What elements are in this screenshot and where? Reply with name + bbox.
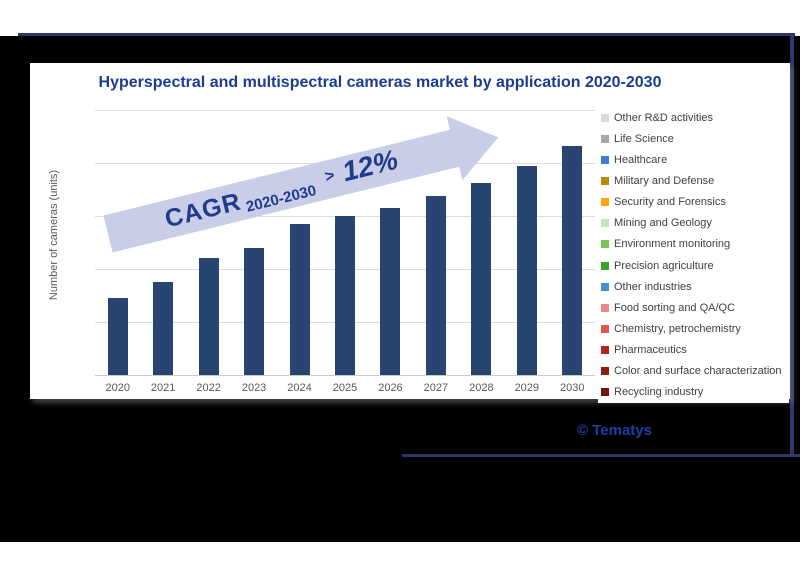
legend-item: Recycling industry — [598, 386, 789, 398]
frame-line-top — [18, 33, 795, 36]
gridline — [95, 110, 595, 111]
bar-2023 — [244, 247, 265, 375]
bar-2024 — [289, 223, 310, 375]
bar-2025 — [335, 216, 355, 375]
legend-item: Other industries — [598, 281, 789, 293]
bar-2020 — [107, 298, 128, 375]
legend-swatch — [601, 113, 609, 122]
legend-label: Healthcare — [614, 153, 668, 166]
legend-item: Other R&D activities — [598, 112, 789, 124]
legend-swatch — [601, 388, 609, 397]
legend: Other R&D activities Life Science Healthca… — [598, 107, 789, 403]
legend-label: Environment monitoring — [614, 238, 731, 251]
legend-item: Mining and Geology — [598, 217, 789, 229]
legend-item: Precision agriculture — [598, 260, 789, 272]
legend-label: Precision agriculture — [614, 259, 714, 272]
x-tick-label: 2023 — [241, 382, 267, 394]
legend-label: Recycling industry — [614, 386, 704, 399]
x-tick-label: 2026 — [378, 382, 403, 394]
legend-item: Life Science — [598, 133, 789, 145]
legend-item: Pharmaceutics — [598, 344, 789, 356]
bar-2028 — [471, 182, 492, 375]
x-tick-label: 2025 — [332, 382, 358, 394]
legend-item: Healthcare — [598, 154, 789, 166]
bar-2027 — [425, 196, 446, 375]
legend-label: Mining and Geology — [614, 217, 712, 230]
legend-swatch — [601, 261, 609, 270]
cagr-comparator: > — [323, 167, 337, 186]
copyright: © Tematys — [577, 422, 652, 439]
legend-label: Color and surface characterization — [614, 365, 782, 378]
x-tick-label: 2029 — [514, 382, 540, 394]
bar-2030 — [562, 145, 583, 375]
legend-label: Other industries — [614, 280, 692, 293]
legend-label: Pharmaceutics — [614, 344, 687, 357]
legend-item: Chemistry, petrochemistry — [598, 323, 789, 335]
legend-label: Security and Forensics — [614, 196, 726, 209]
legend-item: Military and Defense — [598, 175, 789, 187]
chart-title: Hyperspectral and multispectral cameras … — [98, 74, 662, 91]
legend-swatch — [601, 324, 609, 333]
x-tick-label: 2030 — [560, 382, 585, 394]
x-tick-label: 2028 — [469, 382, 494, 394]
legend-swatch — [601, 346, 609, 355]
legend-swatch — [601, 367, 609, 376]
legend-swatch — [601, 240, 609, 249]
legend-swatch — [601, 134, 609, 143]
frame-line-bottom-right — [402, 454, 800, 457]
legend-swatch — [601, 176, 609, 185]
legend-label: Food sorting and QA/QC — [614, 301, 736, 314]
x-tick-label: 2024 — [287, 382, 312, 394]
legend-label: Life Science — [614, 132, 674, 145]
x-tick-label: 2020 — [105, 382, 130, 394]
x-tick-label: 2022 — [196, 382, 221, 394]
bar-2022 — [198, 258, 219, 375]
legend-item: Security and Forensics — [598, 196, 789, 208]
legend-swatch — [601, 303, 609, 312]
legend-item: Color and surface characterization — [598, 365, 789, 377]
x-tick-label: 2021 — [150, 382, 176, 394]
x-tick-label: 2027 — [423, 382, 449, 394]
legend-swatch — [601, 155, 609, 164]
legend-label: Military and Defense — [614, 174, 715, 187]
legend-swatch — [601, 219, 609, 228]
legend-label: Other R&D activities — [614, 111, 714, 124]
x-axis-line — [95, 375, 595, 376]
bar-2026 — [380, 208, 401, 375]
y-axis-title: Number of cameras (units) — [48, 169, 60, 301]
legend-item: Food sorting and QA/QC — [598, 302, 789, 314]
bar-2021 — [153, 282, 174, 375]
frame-line-right — [790, 33, 794, 457]
legend-item: Environment monitoring — [598, 238, 789, 250]
bar-2029 — [516, 165, 537, 375]
legend-swatch — [601, 198, 609, 207]
legend-swatch — [601, 282, 609, 291]
legend-label: Chemistry, petrochemistry — [614, 322, 741, 335]
